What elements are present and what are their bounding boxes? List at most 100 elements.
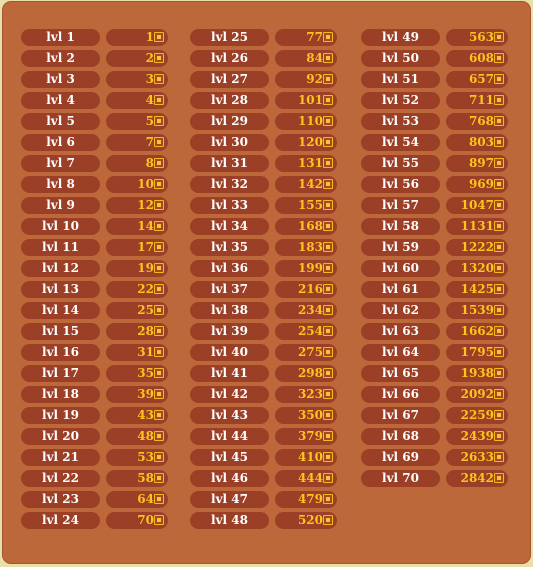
- level-cost: 155: [275, 197, 337, 214]
- coin-icon: [494, 221, 504, 231]
- level-label: lvl 25: [190, 29, 269, 46]
- cost-value: 183: [297, 240, 323, 254]
- cost-value: 120: [297, 135, 323, 149]
- coin-icon: [494, 347, 504, 357]
- coin-icon: [494, 473, 504, 483]
- level-cost: 479: [275, 491, 337, 508]
- level-label: lvl 26: [190, 50, 269, 67]
- level-label: lvl 70: [361, 470, 440, 487]
- level-label: lvl 29: [190, 113, 269, 130]
- cost-value: 234: [297, 303, 323, 317]
- level-label: lvl 64: [361, 344, 440, 361]
- level-label: lvl 50: [361, 50, 440, 67]
- level-cost: 803: [446, 134, 508, 151]
- coin-icon: [494, 53, 504, 63]
- cost-value: 1: [145, 30, 154, 44]
- level-cost: 520: [275, 512, 337, 529]
- coin-icon: [494, 284, 504, 294]
- level-label: lvl 40: [190, 344, 269, 361]
- level-cost: 110: [275, 113, 337, 130]
- level-label: lvl 67: [361, 407, 440, 424]
- cost-value: 1795: [460, 345, 494, 359]
- coin-icon: [323, 410, 333, 420]
- level-label: lvl 45: [190, 449, 269, 466]
- coin-icon: [323, 494, 333, 504]
- cost-value: 53: [137, 450, 154, 464]
- coin-icon: [323, 515, 333, 525]
- level-label: lvl 24: [21, 512, 100, 529]
- coin-icon: [154, 515, 164, 525]
- cost-value: 444: [297, 471, 323, 485]
- level-cost: 768: [446, 113, 508, 130]
- coin-icon: [154, 116, 164, 126]
- level-cost: 199: [275, 260, 337, 277]
- level-cost: 897: [446, 155, 508, 172]
- coin-icon: [494, 242, 504, 252]
- cost-value: 1425: [460, 282, 494, 296]
- level-cost: 2092: [446, 386, 508, 403]
- level-label: lvl 52: [361, 92, 440, 109]
- level-label: lvl 16: [21, 344, 100, 361]
- cost-value: 803: [468, 135, 494, 149]
- level-label: lvl 17: [21, 365, 100, 382]
- level-cost: 142: [275, 176, 337, 193]
- level-cost: 1662: [446, 323, 508, 340]
- level-cost: 1320: [446, 260, 508, 277]
- level-cost: 7: [106, 134, 168, 151]
- level-cost: 969: [446, 176, 508, 193]
- level-label: lvl 18: [21, 386, 100, 403]
- coin-icon: [323, 158, 333, 168]
- cost-value: 14: [137, 219, 154, 233]
- cost-value: 35: [137, 366, 154, 380]
- cost-value: 379: [297, 429, 323, 443]
- cost-value: 479: [297, 492, 323, 506]
- cost-value: 254: [297, 324, 323, 338]
- cost-value: 608: [468, 51, 494, 65]
- cost-value: 563: [468, 30, 494, 44]
- level-label: lvl 2: [21, 50, 100, 67]
- coin-icon: [154, 452, 164, 462]
- coin-icon: [154, 53, 164, 63]
- coin-icon: [494, 179, 504, 189]
- level-cost: 2439: [446, 428, 508, 445]
- level-label: lvl 62: [361, 302, 440, 319]
- coin-icon: [154, 473, 164, 483]
- cost-value: 1539: [460, 303, 494, 317]
- coin-icon: [154, 368, 164, 378]
- level-label: lvl 58: [361, 218, 440, 235]
- level-label: lvl 15: [21, 323, 100, 340]
- level-label: lvl 42: [190, 386, 269, 403]
- level-label: lvl 51: [361, 71, 440, 88]
- level-label: lvl 30: [190, 134, 269, 151]
- coin-icon: [494, 389, 504, 399]
- coin-icon: [154, 242, 164, 252]
- coin-icon: [494, 95, 504, 105]
- level-cost: 410: [275, 449, 337, 466]
- cost-value: 216: [297, 282, 323, 296]
- cost-value: 2633: [460, 450, 494, 464]
- level-label: lvl 13: [21, 281, 100, 298]
- coin-icon: [323, 200, 333, 210]
- level-label: lvl 32: [190, 176, 269, 193]
- cost-value: 131: [297, 156, 323, 170]
- cost-value: 77: [306, 30, 323, 44]
- level-label: lvl 41: [190, 365, 269, 382]
- level-label: lvl 6: [21, 134, 100, 151]
- coin-icon: [154, 200, 164, 210]
- level-label: lvl 65: [361, 365, 440, 382]
- level-cost: 22: [106, 281, 168, 298]
- level-label: lvl 54: [361, 134, 440, 151]
- cost-value: 7: [145, 135, 154, 149]
- coin-icon: [323, 137, 333, 147]
- coin-icon: [323, 95, 333, 105]
- cost-value: 12: [137, 198, 154, 212]
- cost-value: 28: [137, 324, 154, 338]
- coin-icon: [494, 158, 504, 168]
- cost-value: 4: [145, 93, 154, 107]
- level-cost: 31: [106, 344, 168, 361]
- cost-value: 168: [297, 219, 323, 233]
- level-cost: 657: [446, 71, 508, 88]
- level-label: lvl 49: [361, 29, 440, 46]
- coin-icon: [323, 284, 333, 294]
